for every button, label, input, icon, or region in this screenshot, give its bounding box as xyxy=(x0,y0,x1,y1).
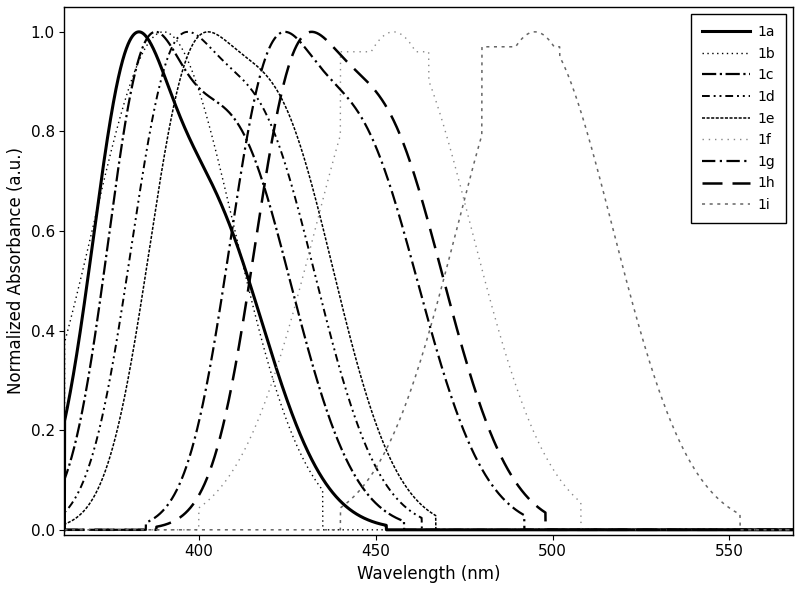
1d xyxy=(35,526,45,533)
1d xyxy=(790,526,799,533)
1a xyxy=(134,28,144,35)
1i xyxy=(362,478,371,486)
1c xyxy=(405,526,414,533)
X-axis label: Wavelength (nm): Wavelength (nm) xyxy=(357,565,501,583)
1h xyxy=(790,526,799,533)
1i xyxy=(750,526,760,533)
Line: 1d: 1d xyxy=(40,32,800,530)
1c xyxy=(368,497,378,504)
Y-axis label: Normalized Absorbance (a.u.): Normalized Absorbance (a.u.) xyxy=(7,148,25,394)
1e xyxy=(35,526,45,533)
Legend: 1a, 1b, 1c, 1d, 1e, 1f, 1g, 1h, 1i: 1a, 1b, 1c, 1d, 1e, 1f, 1g, 1h, 1i xyxy=(690,14,786,223)
1i xyxy=(530,28,540,35)
Line: 1i: 1i xyxy=(40,32,800,530)
1d xyxy=(750,526,760,533)
Line: 1a: 1a xyxy=(40,32,800,530)
1c xyxy=(750,526,760,533)
Line: 1b: 1b xyxy=(40,32,800,530)
1i xyxy=(35,526,45,533)
1d xyxy=(362,444,371,451)
1e xyxy=(368,412,378,419)
1e xyxy=(750,526,760,533)
1g xyxy=(750,526,760,533)
1b xyxy=(158,28,168,35)
1e xyxy=(790,526,799,533)
1b xyxy=(750,526,760,533)
1e xyxy=(600,526,610,533)
1f xyxy=(35,526,45,533)
1a xyxy=(368,518,378,525)
1g xyxy=(362,123,371,130)
1g xyxy=(790,526,799,533)
1b xyxy=(35,526,45,533)
1g xyxy=(35,526,45,533)
1a xyxy=(750,526,760,533)
1a xyxy=(790,526,799,533)
1f xyxy=(750,526,760,533)
1i xyxy=(790,526,799,533)
1g xyxy=(600,526,610,533)
1e xyxy=(405,488,414,495)
1g xyxy=(368,137,378,144)
1h xyxy=(307,28,317,35)
1d xyxy=(405,507,414,514)
1c xyxy=(151,28,161,35)
Line: 1h: 1h xyxy=(40,32,800,530)
1d xyxy=(183,28,193,35)
Line: 1c: 1c xyxy=(40,32,800,530)
1f xyxy=(362,48,371,55)
1i xyxy=(368,469,378,476)
1f xyxy=(405,39,414,46)
1c xyxy=(362,490,371,497)
Line: 1e: 1e xyxy=(40,32,800,530)
1h xyxy=(750,526,760,533)
1a xyxy=(405,526,414,533)
1b xyxy=(362,526,371,533)
1b xyxy=(405,526,414,533)
1g xyxy=(280,28,290,35)
1a xyxy=(35,526,45,533)
1h xyxy=(362,78,371,85)
Line: 1f: 1f xyxy=(40,32,800,530)
1h xyxy=(368,84,378,91)
1h xyxy=(600,526,610,533)
1f xyxy=(368,45,378,53)
1c xyxy=(790,526,799,533)
1b xyxy=(790,526,799,533)
1d xyxy=(368,458,378,465)
1g xyxy=(405,249,414,256)
1f xyxy=(790,526,799,533)
1a xyxy=(362,516,371,523)
1a xyxy=(600,526,610,533)
1c xyxy=(600,526,610,533)
1d xyxy=(600,526,610,533)
1c xyxy=(35,526,45,533)
1i xyxy=(405,391,414,398)
1h xyxy=(405,157,414,164)
Line: 1g: 1g xyxy=(40,32,800,530)
1i xyxy=(600,195,610,202)
1b xyxy=(600,526,610,533)
1e xyxy=(362,393,371,400)
1b xyxy=(368,526,378,533)
1h xyxy=(35,526,45,533)
1f xyxy=(600,526,610,533)
1f xyxy=(389,28,398,35)
1e xyxy=(203,28,213,35)
